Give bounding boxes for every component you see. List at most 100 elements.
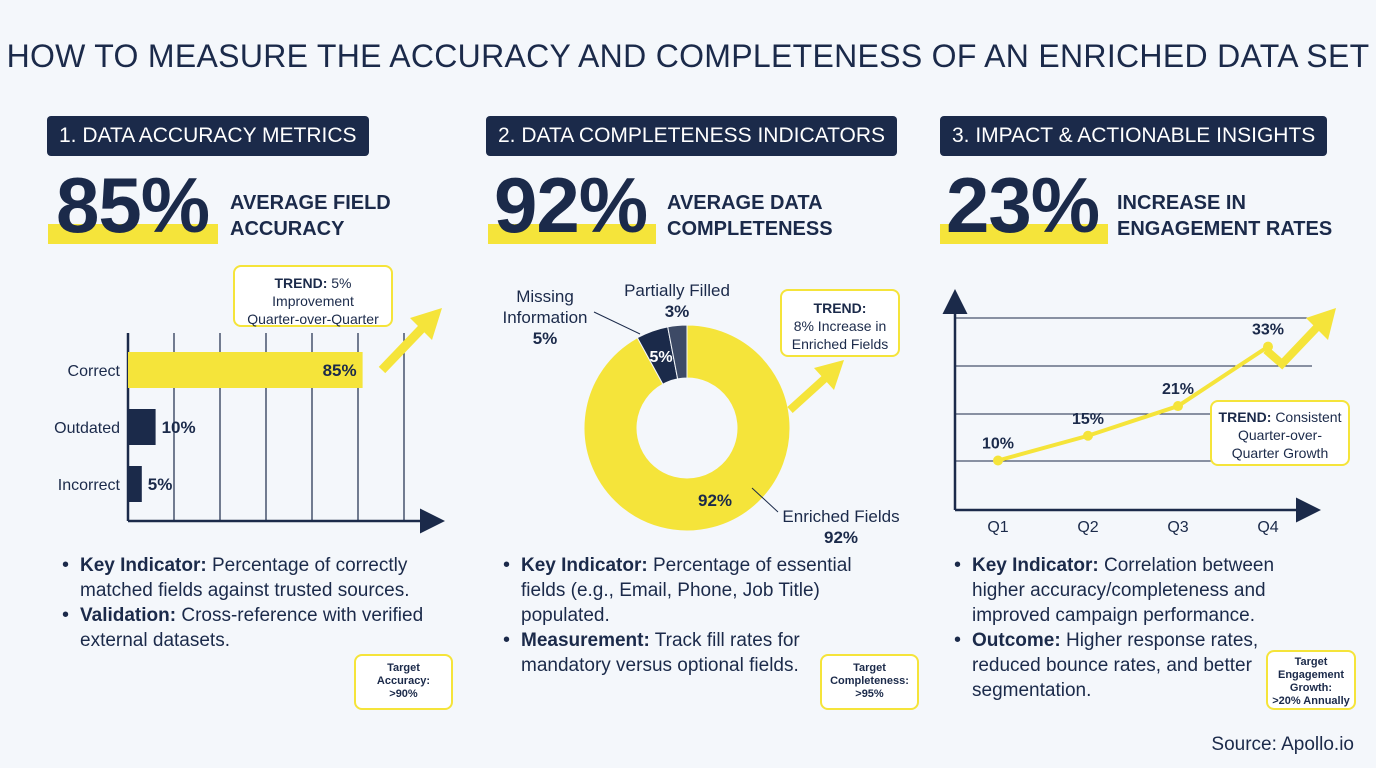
page-title: HOW TO MEASURE THE ACCURACY AND COMPLETE… (6, 38, 1370, 74)
engagement-trend-callout: TREND: Consistent Quarter-over- Quarter … (1210, 400, 1350, 466)
section-2-big-value: 92% (494, 161, 648, 249)
accuracy-target-badge: Target Accuracy: >90% (354, 654, 453, 710)
target-line-1: Target (853, 662, 886, 674)
enriched-callout: Enriched Fields 92% (776, 506, 906, 548)
section-2-highlight (488, 224, 656, 244)
partial-callout: Partially Filled 3% (614, 280, 740, 322)
partial-name: Partially Filled (624, 281, 730, 300)
completeness-target-badge: Target Completeness: >95% (820, 654, 919, 710)
engagement-trend-line-2: Quarter-over- (1237, 427, 1323, 443)
section-1-heading: 1. DATA ACCURACY METRICS (47, 116, 369, 156)
bullet-text: Cross-reference with verified external d… (80, 605, 424, 651)
section-2-big-label: AVERAGE DATA COMPLETENESS (667, 190, 833, 242)
engagement-trend-line-3: Quarter Growth (1231, 445, 1329, 461)
bar-correct (128, 352, 363, 388)
engagement-target-badge: Target Engagement Growth: >20% Annually (1266, 650, 1356, 710)
bullet-text: Percentage of correctly matched fields a… (80, 555, 410, 601)
missing-leader-line (593, 311, 641, 335)
section-3-bullet-2: Outcome: Higher response rates, reduced … (948, 628, 1278, 703)
bar-outdated (128, 409, 156, 445)
enriched-name: Enriched Fields (782, 507, 900, 526)
target-line-1: Target (1294, 656, 1328, 668)
enriched-leader-line (751, 487, 779, 513)
engagement-value-label: 33% (1252, 322, 1284, 339)
source-credit: Source: Apollo.io (1211, 734, 1354, 755)
bullet-label: Key Indicator: (80, 555, 207, 576)
section-1-big-value: 85% (56, 161, 210, 249)
x-tick-label: Q1 (987, 519, 1008, 536)
completeness-donut-chart: 92% 5% (583, 311, 844, 532)
engagement-point (993, 455, 1003, 466)
accuracy-trend-line-2: Improvement (272, 293, 354, 309)
engagement-trend-label: TREND: (1218, 409, 1272, 425)
completeness-trend-line-3: Enriched Fields (791, 336, 889, 352)
section-1-highlight (48, 224, 218, 244)
missing-name-line-1: Missing (516, 287, 574, 306)
donut-trend-arrow (787, 360, 844, 413)
engagement-point (1083, 430, 1093, 441)
donut-slices: 92% 5% (583, 324, 791, 532)
bullet-text: Track fill rates for mandatory versus op… (521, 630, 800, 676)
engagement-series-line (997, 344, 1270, 463)
target-line-2: Engagement (1277, 669, 1344, 681)
engagement-value-label: 21% (1162, 381, 1194, 398)
engagement-value-label: 15% (1072, 411, 1104, 428)
enriched-value: 92% (823, 528, 859, 547)
bullet-label: Validation: (80, 605, 177, 626)
section-2-big-label-line-2: COMPLETENESS (667, 218, 833, 240)
target-line-3: >95% (855, 688, 884, 700)
bar-trend-arrow (378, 308, 442, 374)
line-trend-arrow (1263, 308, 1336, 370)
accuracy-bar-chart: Correct 85% Outdated 10% Incorrect 5% (54, 308, 445, 534)
section-3-big-label-line-1: INCREASE IN (1117, 192, 1246, 214)
section-3-big-label-line-2: ENGAGEMENT RATES (1117, 218, 1333, 240)
accuracy-trend-callout: TREND: 5% Improvement Quarter-over-Quart… (233, 265, 393, 327)
engagement-value-label: 10% (982, 436, 1014, 453)
bullet-label: Outcome: (972, 630, 1061, 651)
section-1-bullet-2: Validation: Cross-reference with verifie… (56, 603, 456, 653)
partial-value: 3% (664, 302, 690, 321)
bullet-label: Key Indicator: (521, 555, 648, 576)
donut-slice-label: 5% (650, 349, 673, 366)
section-2-heading: 2. DATA COMPLETENESS INDICATORS (486, 116, 898, 156)
bar-value-label: 85% (323, 361, 357, 380)
donut-slice-label: 92% (698, 491, 732, 510)
section-3-heading: 3. IMPACT & ACTIONABLE INSIGHTS (940, 116, 1328, 156)
missing-value: 5% (532, 329, 558, 348)
section-1-big-label: AVERAGE FIELD ACCURACY (230, 190, 391, 242)
target-line-1: Target (387, 662, 420, 674)
bullet-text: Percentage of essential fields (e.g., Em… (521, 555, 852, 626)
section-2-bullet-1: Key Indicator: Percentage of essential f… (497, 553, 877, 628)
accuracy-trend-line-3: Quarter-over-Quarter (247, 311, 379, 327)
section-3-big-label: INCREASE IN ENGAGEMENT RATES (1117, 190, 1332, 242)
target-line-3: Growth: (1289, 682, 1333, 694)
section-1-big-label-line-1: AVERAGE FIELD (230, 192, 391, 214)
completeness-trend-line-2: 8% Increase in (793, 318, 887, 334)
bar-incorrect (128, 466, 142, 502)
section-2-bullets: Key Indicator: Percentage of essential f… (497, 553, 877, 678)
accuracy-trend-label: TREND: (274, 275, 328, 291)
completeness-trend-callout: TREND: 8% Increase in Enriched Fields (780, 289, 900, 357)
bar-category-label: Correct (68, 363, 121, 380)
bar-chart-marks: Correct 85% Outdated 10% Incorrect 5% (54, 352, 363, 502)
x-tick-label: Q3 (1167, 519, 1188, 536)
section-3-bullets: Key Indicator: Correlation between highe… (948, 553, 1278, 703)
section-3-big-value: 23% (946, 161, 1100, 249)
missing-callout: Missing Information 5% (500, 286, 590, 349)
section-1-bullets: Key Indicator: Percentage of correctly m… (56, 553, 456, 653)
section-3-bullet-1: Key Indicator: Correlation between highe… (948, 553, 1278, 628)
section-1-bullet-1: Key Indicator: Percentage of correctly m… (56, 553, 456, 603)
target-line-3: >90% (389, 688, 418, 700)
completeness-trend-label: TREND: (813, 300, 867, 316)
bar-category-label: Incorrect (58, 477, 121, 494)
x-tick-label: Q4 (1257, 519, 1278, 536)
x-tick-label: Q2 (1077, 519, 1098, 536)
target-line-4: >20% Annually (1272, 695, 1350, 707)
bullet-label: Key Indicator: (972, 555, 1099, 576)
donut-slice-partially-filled (667, 324, 688, 380)
engagement-trend-value: Consistent (1275, 409, 1342, 425)
target-line-2: Accuracy: (376, 675, 431, 687)
bullet-text: Correlation between higher accuracy/comp… (972, 555, 1275, 626)
donut-slice-enriched-fields (583, 324, 791, 532)
target-line-2: Completeness: (830, 675, 909, 687)
